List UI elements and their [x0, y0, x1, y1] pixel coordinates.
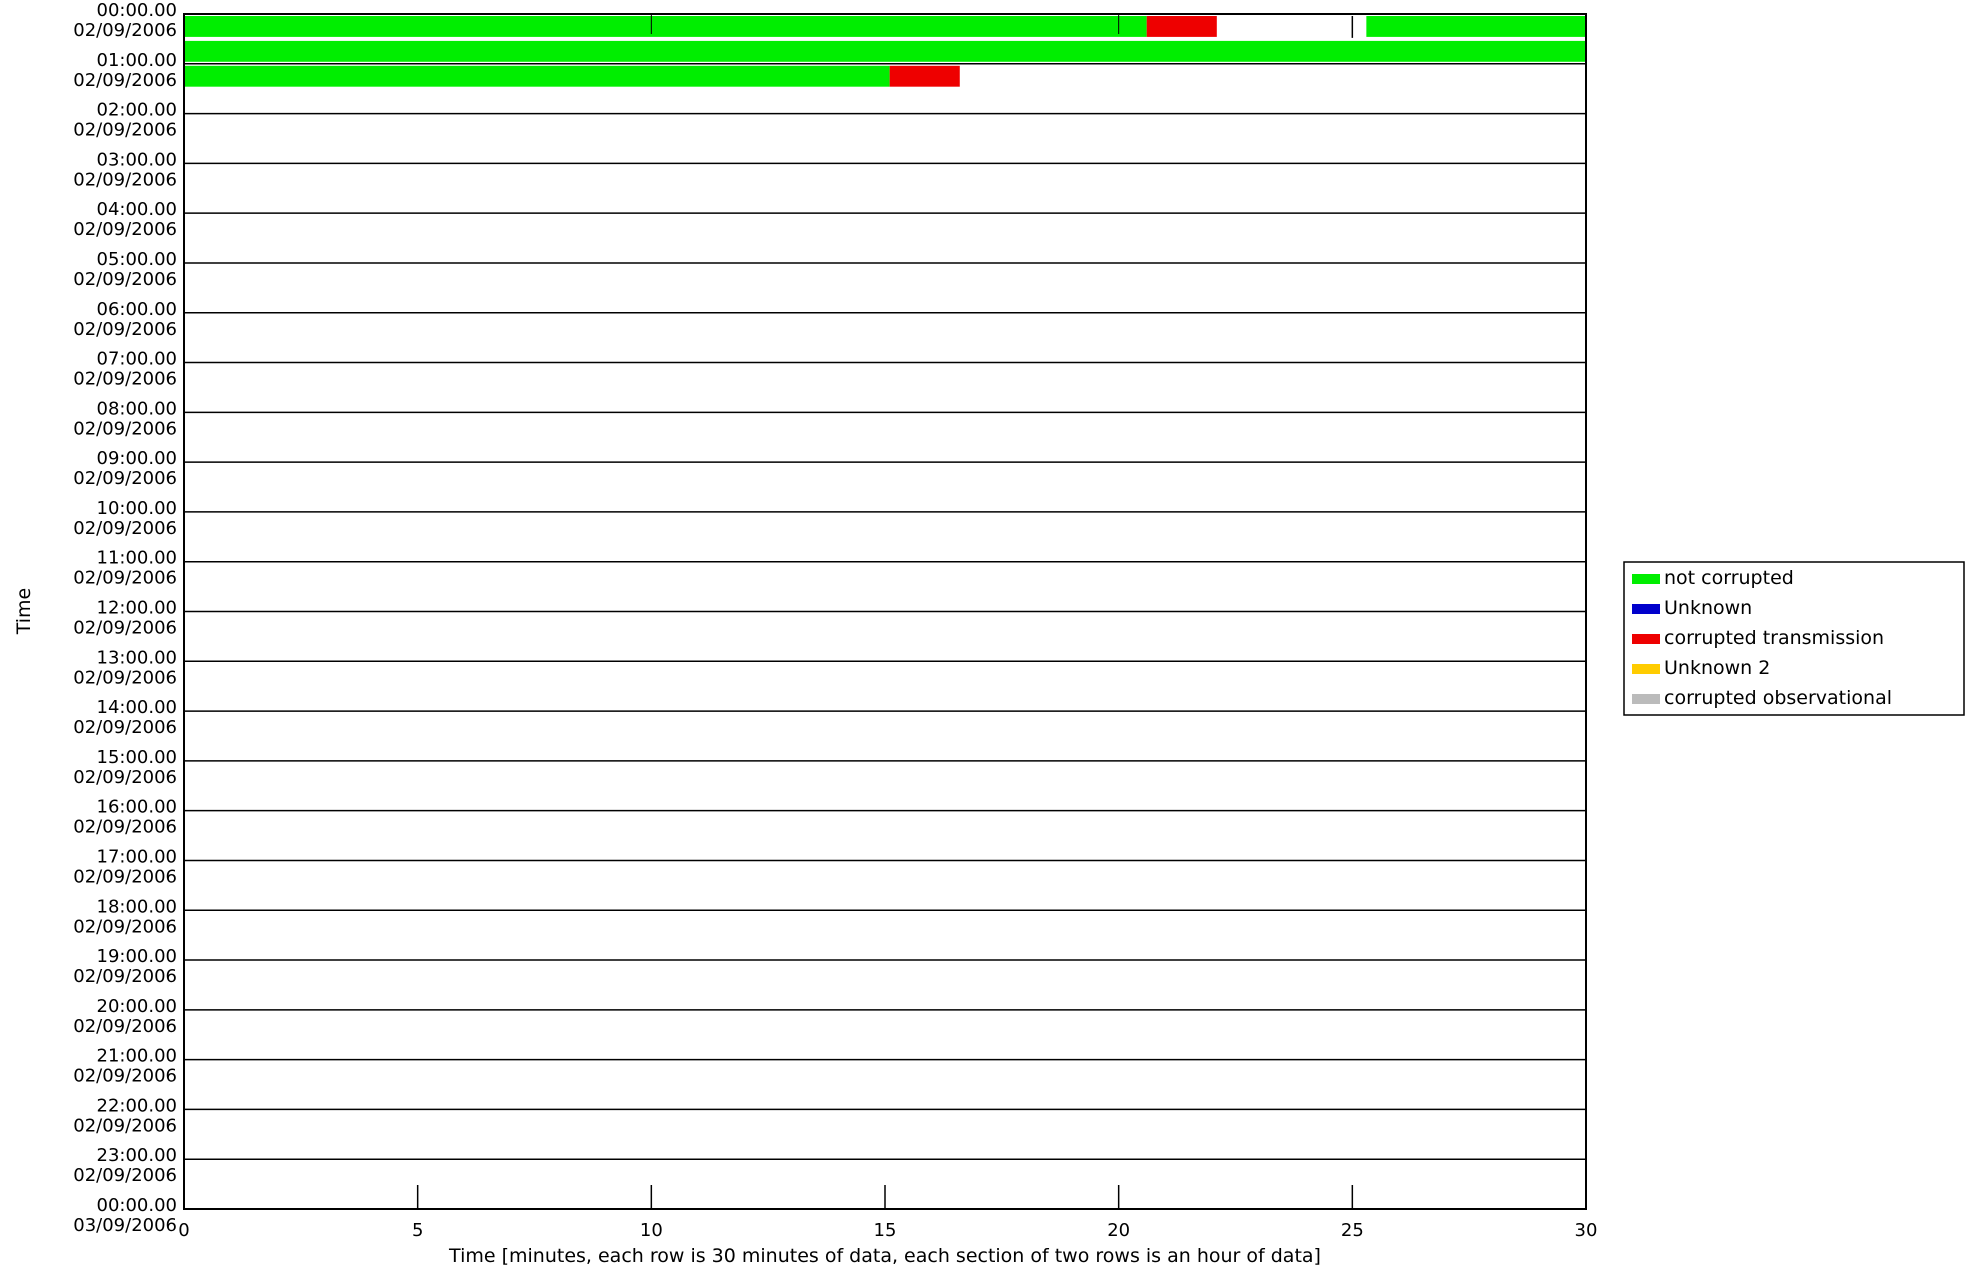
legend-swatch — [1632, 574, 1660, 584]
legend-box — [1623, 561, 1965, 716]
data-bar — [889, 65, 960, 87]
y-label-date: 02/09/2006 — [73, 20, 177, 41]
y-label-date: 02/09/2006 — [73, 916, 177, 937]
y-label-time: 21:00.00 — [97, 1046, 178, 1067]
y-label-time: 20:00.00 — [97, 996, 178, 1017]
y-label-time: 02:00.00 — [97, 100, 178, 121]
legend-label: Unknown — [1664, 597, 1752, 619]
y-axis-labels: 00:00.0002/09/200601:00.0002/09/200602:0… — [73, 0, 177, 1236]
y-label-date: 02/09/2006 — [73, 1115, 177, 1136]
x-tick-label: 30 — [1575, 1220, 1598, 1241]
y-label-time: 09:00.00 — [97, 448, 178, 469]
y-label-time: 07:00.00 — [97, 349, 178, 370]
y-label-time: 13:00.00 — [97, 647, 178, 668]
y-axis-label: Time — [13, 588, 35, 636]
y-label-date: 02/09/2006 — [73, 866, 177, 887]
y-label-date: 02/09/2006 — [73, 1016, 177, 1037]
y-label-date: 02/09/2006 — [73, 966, 177, 987]
y-label-date: 02/09/2006 — [73, 418, 177, 439]
y-label-date: 02/09/2006 — [73, 568, 177, 589]
y-label-time: 08:00.00 — [97, 398, 178, 419]
y-label-date: 02/09/2006 — [73, 667, 177, 688]
y-label-date: 02/09/2006 — [73, 817, 177, 838]
x-axis-label: Time [minutes, each row is 30 minutes of… — [448, 1245, 1321, 1267]
y-label-date: 02/09/2006 — [73, 1066, 177, 1087]
legend-label: Unknown 2 — [1664, 657, 1770, 679]
legend: not corrupted Unknown corrupted transmissi… — [1623, 561, 1965, 716]
y-label-time: 17:00.00 — [97, 846, 178, 867]
y-label-date: 02/09/2006 — [73, 468, 177, 489]
data-bar — [184, 65, 890, 87]
legend-swatch — [1632, 604, 1660, 614]
y-label-date: 02/09/2006 — [73, 369, 177, 390]
legend-swatch — [1632, 664, 1660, 674]
y-label-date: 02/09/2006 — [73, 219, 177, 240]
y-label-date: 02/09/2006 — [73, 319, 177, 340]
y-label-date: 02/09/2006 — [73, 1165, 177, 1186]
y-label-time: 00:00.00 — [97, 0, 178, 21]
y-label-date: 02/09/2006 — [73, 717, 177, 738]
x-axis-ticks: 0 5 10 15 20 25 30 — [178, 14, 1597, 1241]
x-tick-label: 5 — [412, 1220, 423, 1241]
legend-label: not corrupted — [1664, 567, 1794, 589]
y-label-date: 02/09/2006 — [73, 767, 177, 788]
legend-swatch — [1632, 634, 1660, 644]
legend-label: corrupted transmission — [1664, 627, 1884, 649]
x-tick-label: 15 — [874, 1220, 897, 1241]
x-tick-label: 25 — [1341, 1220, 1364, 1241]
y-label-time: 01:00.00 — [97, 50, 178, 71]
y-label-time: 15:00.00 — [97, 747, 178, 768]
data-bars — [184, 16, 1586, 87]
y-label-date: 02/09/2006 — [73, 120, 177, 141]
y-label-date: 02/09/2006 — [73, 518, 177, 539]
y-label-time: 19:00.00 — [97, 946, 178, 967]
legend-label: corrupted observational — [1664, 687, 1892, 709]
data-bar — [184, 40, 1586, 62]
y-label-date: 02/09/2006 — [73, 269, 177, 290]
data-bar — [184, 16, 1147, 37]
y-label-time: 10:00.00 — [97, 498, 178, 519]
y-label-time: 16:00.00 — [97, 797, 178, 818]
y-label-time: 22:00.00 — [97, 1095, 178, 1116]
x-tick-label: 10 — [640, 1220, 663, 1241]
y-label-time: 14:00.00 — [97, 697, 178, 718]
y-label-time: 18:00.00 — [97, 896, 178, 917]
data-bar — [1366, 16, 1586, 37]
y-label-time: 06:00.00 — [97, 299, 178, 320]
x-tick-label: 0 — [178, 1220, 189, 1241]
y-label-time: 23:00.00 — [97, 1145, 178, 1166]
y-label-time: 00:00.00 — [97, 1195, 178, 1216]
y-label-time: 03:00.00 — [97, 149, 178, 170]
y-label-date: 02/09/2006 — [73, 618, 177, 639]
y-label-date: 02/09/2006 — [73, 169, 177, 190]
y-label-time: 12:00.00 — [97, 598, 178, 619]
y-label-date: 02/09/2006 — [73, 70, 177, 91]
y-label-time: 11:00.00 — [97, 548, 178, 569]
row-separators — [184, 37, 1586, 1160]
y-label-time: 05:00.00 — [97, 249, 178, 270]
y-label-date: 03/09/2006 — [73, 1215, 177, 1236]
y-label-time: 04:00.00 — [97, 199, 178, 220]
legend-swatch — [1632, 694, 1660, 704]
x-tick-label: 20 — [1107, 1220, 1130, 1241]
data-bar — [1146, 16, 1217, 37]
